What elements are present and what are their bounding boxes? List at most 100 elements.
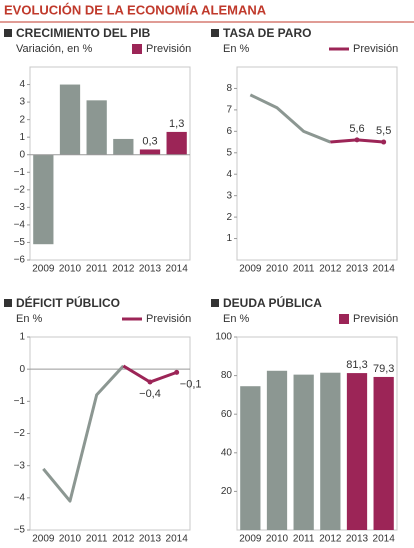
chart-title: CRECIMIENTO DEL PIB	[16, 26, 151, 40]
title-bullet	[4, 299, 12, 307]
bar	[113, 138, 134, 155]
chart-title: DEUDA PÚBLICA	[223, 295, 322, 310]
x-tick-label: 2010	[59, 534, 82, 545]
bar	[293, 374, 314, 530]
x-tick-label: 2012	[112, 534, 135, 545]
y-tick-label: 5	[226, 147, 232, 158]
title-bullet	[211, 299, 219, 307]
y-tick-label: 3	[19, 97, 25, 108]
x-tick-label: 2010	[59, 264, 82, 275]
x-tick-label: 2011	[293, 534, 315, 545]
legend-label: Previsión	[146, 313, 191, 325]
x-tick-label: 2011	[86, 264, 108, 275]
y-tick-label: −5	[14, 525, 26, 536]
legend-label: Previsión	[353, 313, 398, 325]
line	[42, 364, 125, 503]
y-tick-label: 1	[19, 332, 25, 343]
chart-subtitle: En %	[223, 43, 250, 55]
y-tick-label: −2	[14, 184, 26, 195]
y-tick-label: 2	[226, 212, 232, 223]
y-tick-label: 4	[226, 169, 232, 180]
y-tick-label: −3	[14, 460, 26, 471]
x-tick-label: 2014	[373, 264, 396, 275]
y-tick-label: −2	[14, 428, 26, 439]
y-tick-label: −1	[14, 167, 26, 178]
x-tick-label: 2009	[32, 534, 55, 545]
x-tick-label: 2014	[166, 264, 189, 275]
point	[354, 137, 360, 143]
y-tick-label: 1	[226, 233, 232, 244]
x-tick-label: 2012	[319, 264, 342, 275]
y-tick-label: 0	[19, 364, 25, 375]
title-bullet	[4, 29, 12, 37]
x-tick-label: 2011	[293, 264, 315, 275]
x-tick-label: 2012	[112, 264, 135, 275]
value-label: 5,5	[376, 125, 391, 137]
chart-title: TASA DE PARO	[223, 26, 311, 40]
bar	[33, 154, 54, 245]
y-tick-label: 0	[19, 149, 25, 160]
y-tick-label: −5	[14, 237, 26, 248]
y-tick-label: 1	[19, 132, 25, 143]
line	[249, 93, 331, 144]
plot-frame	[236, 66, 398, 261]
value-label: 81,3	[346, 359, 367, 371]
legend-swatch	[339, 314, 349, 324]
plot-frame	[29, 336, 191, 531]
y-tick-label: −4	[14, 220, 26, 231]
y-tick-label: 2	[19, 114, 25, 125]
x-tick-label: 2014	[166, 534, 189, 545]
point	[381, 139, 387, 145]
y-tick-label: 4	[19, 79, 25, 90]
legend-swatch	[132, 44, 142, 54]
legend-label: Previsión	[353, 43, 398, 55]
chart-subtitle: En %	[16, 313, 43, 325]
y-tick-label: 80	[221, 370, 233, 381]
y-tick-label: 40	[221, 447, 233, 458]
x-tick-label: 2011	[86, 534, 108, 545]
bar	[86, 100, 107, 155]
y-tick-label: 8	[226, 83, 232, 94]
y-tick-label: 6	[226, 126, 232, 137]
main-title: EVOLUCIÓN DE LA ECONOMÍA ALEMANA	[4, 2, 267, 17]
point	[147, 379, 153, 385]
x-tick-label: 2009	[239, 264, 262, 275]
point	[174, 369, 180, 375]
y-tick-label: 20	[221, 486, 233, 497]
x-tick-label: 2014	[373, 534, 396, 545]
x-tick-label: 2013	[139, 534, 162, 545]
x-tick-label: 2009	[239, 534, 262, 545]
bar	[59, 84, 81, 155]
value-label: −0,4	[139, 388, 161, 400]
x-tick-label: 2010	[266, 534, 289, 545]
y-tick-label: −1	[14, 396, 26, 407]
y-tick-label: 3	[226, 190, 232, 201]
bar	[346, 373, 368, 530]
chart-subtitle: En %	[223, 313, 250, 325]
legend-label: Previsión	[146, 43, 191, 55]
y-tick-label: 100	[215, 332, 232, 343]
bar	[320, 372, 341, 530]
x-tick-label: 2010	[266, 264, 289, 275]
value-label: −0,1	[180, 378, 202, 390]
y-tick-label: −4	[14, 492, 26, 503]
value-label: 0,3	[142, 135, 157, 147]
value-label: 1,3	[169, 118, 184, 130]
chart-title: DÉFICIT PÚBLICO	[16, 295, 120, 310]
x-tick-label: 2013	[139, 264, 162, 275]
bar	[240, 386, 261, 530]
plot-frame	[29, 66, 191, 261]
chart-subtitle: Variación, en %	[16, 43, 92, 55]
title-bullet	[211, 29, 219, 37]
bar	[139, 149, 161, 155]
bar	[166, 131, 187, 155]
y-tick-label: −3	[14, 202, 26, 213]
y-tick-label: 60	[221, 409, 233, 420]
x-tick-label: 2009	[32, 264, 55, 275]
y-tick-label: −6	[14, 255, 26, 266]
value-label: 79,3	[373, 363, 394, 375]
x-tick-label: 2013	[346, 534, 369, 545]
plot-frame	[236, 336, 398, 531]
x-tick-label: 2013	[346, 264, 369, 275]
